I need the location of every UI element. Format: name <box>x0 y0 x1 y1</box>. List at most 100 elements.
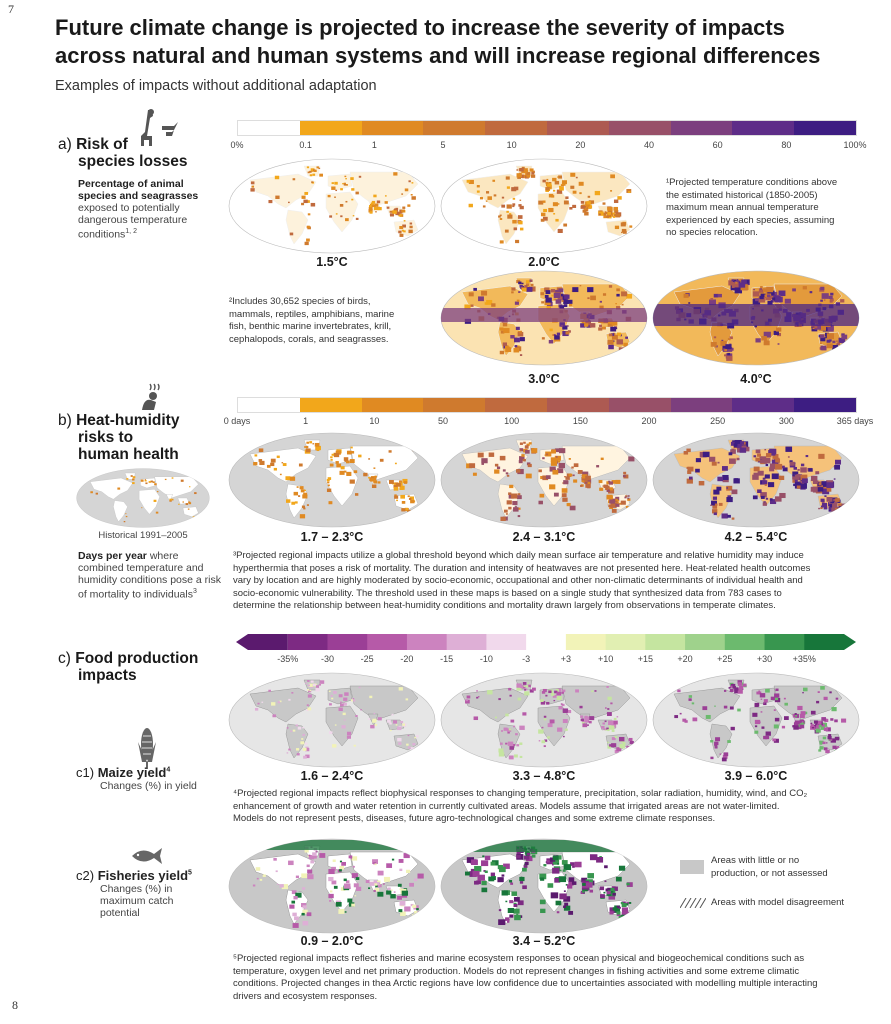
map-impact-cell <box>561 691 564 694</box>
map-impact-cell <box>755 298 759 302</box>
map-impact-cell <box>335 189 338 192</box>
map-impact-cell <box>289 232 294 236</box>
map-impact-cell <box>387 719 391 723</box>
map-impact-cell <box>276 883 279 886</box>
map-impact-cell <box>524 688 528 691</box>
map-impact-cell <box>392 210 397 214</box>
map-impact-cell <box>404 906 411 912</box>
map-impact-cell <box>171 477 174 479</box>
map-impact-cell <box>759 459 765 464</box>
map-impact-cell <box>582 883 586 886</box>
map-impact-cell <box>815 726 820 730</box>
map-impact-cell <box>564 902 569 906</box>
map-impact-cell <box>610 190 613 192</box>
map-impact-cell <box>514 301 519 305</box>
map-impact-cell <box>612 720 618 725</box>
map-impact-cell <box>563 299 569 304</box>
map-impact-cell <box>507 907 515 914</box>
section-a-desc-sup: 1, 2 <box>125 228 137 235</box>
map-impact-cell <box>399 486 404 490</box>
map-impact-cell <box>545 453 549 456</box>
footnote-5: ⁵Projected regional impacts reflect fish… <box>233 953 873 1003</box>
map-impact-cell <box>516 744 520 747</box>
map-impact-cell <box>408 746 411 749</box>
map-impact-cell <box>810 710 816 715</box>
map-impact-cell <box>397 895 402 900</box>
map-impact-cell <box>550 892 559 899</box>
map-impact-cell <box>399 900 406 906</box>
map-impact-cell <box>481 458 488 464</box>
map-impact-cell <box>789 460 793 463</box>
map-impact-cell <box>351 903 355 907</box>
map-impact-cell <box>516 279 521 284</box>
heat-humidity-map-2 <box>440 432 648 528</box>
page-title: Future climate change is projected to in… <box>55 14 885 70</box>
map-impact-cell <box>478 296 484 302</box>
heat-humidity-map-1 <box>228 432 436 528</box>
map-impact-cell <box>817 724 822 728</box>
food-production-swatch <box>565 634 607 650</box>
map-impact-cell <box>608 894 616 900</box>
map-impact-cell <box>383 876 391 882</box>
map-impact-cell <box>710 504 712 506</box>
section-c2-desc-line: potential <box>100 907 140 919</box>
map-impact-cell <box>319 680 325 684</box>
species-loss-scale-ticks: 0% 0.1 1 5 10 20 40 60 80 100% <box>230 140 866 152</box>
map-impact-cell <box>710 298 714 301</box>
map-impact-cell <box>587 481 591 484</box>
map-impact-cell <box>608 487 613 491</box>
map-impact-cell <box>188 502 192 505</box>
species-loss-map-3-0c <box>440 270 648 366</box>
map-impact-cell <box>277 701 281 704</box>
map-impact-cell <box>557 176 559 178</box>
map-impact-cell <box>493 194 497 197</box>
map-impact-cell <box>339 865 345 870</box>
map-impact-cell <box>281 884 288 890</box>
map-impact-cell <box>563 304 568 308</box>
map-impact-cell <box>605 707 607 709</box>
map-impact-cell <box>758 690 761 692</box>
map-impact-cell <box>552 202 558 207</box>
map-impact-cell <box>731 489 738 495</box>
map-impact-cell <box>540 475 545 480</box>
map-impact-cell <box>481 880 487 886</box>
map-impact-cell <box>307 869 313 874</box>
map-impact-cell <box>832 340 836 344</box>
map-impact-cell <box>318 683 322 686</box>
map-impact-cell <box>374 883 378 886</box>
map-impact-cell <box>304 849 309 853</box>
map-label-3-3-4-8c: 3.3 – 4.8°C <box>512 769 576 783</box>
map-impact-cell <box>507 920 510 923</box>
map-impact-cell <box>563 183 566 186</box>
map-impact-cell <box>711 461 717 466</box>
map-impact-cell <box>296 753 300 756</box>
map-impact-cell <box>737 680 742 684</box>
map-impact-cell <box>589 854 598 861</box>
map-impact-cell <box>250 181 255 185</box>
map-impact-cell <box>614 210 619 214</box>
map-impact-cell <box>603 891 606 894</box>
map-impact-cell <box>517 697 522 701</box>
map-impact-cell <box>628 902 632 904</box>
map-impact-cell <box>373 890 376 892</box>
species-loss-swatch <box>732 121 795 135</box>
map-impact-cell <box>600 894 605 899</box>
map-impact-cell <box>612 212 615 215</box>
fish-icon <box>132 848 162 864</box>
map-impact-cell <box>602 485 605 487</box>
map-impact-cell <box>710 341 717 347</box>
map-impact-cell <box>326 478 330 482</box>
map-impact-cell <box>767 300 773 306</box>
legend-gray-label: Areas with little or no production, or n… <box>711 855 828 880</box>
map-impact-cell <box>820 299 823 302</box>
map-impact-cell <box>540 701 546 705</box>
map-impact-cell <box>832 345 839 350</box>
map-impact-cell <box>527 463 532 468</box>
species-loss-tick-label: 40 <box>643 140 655 150</box>
map-impact-cell <box>610 702 613 705</box>
map-impact-cell <box>617 499 620 502</box>
map-impact-cell <box>386 206 390 209</box>
map-impact-cell <box>608 481 613 485</box>
map-impact-cell <box>310 680 314 683</box>
map-impact-cell <box>831 507 837 512</box>
